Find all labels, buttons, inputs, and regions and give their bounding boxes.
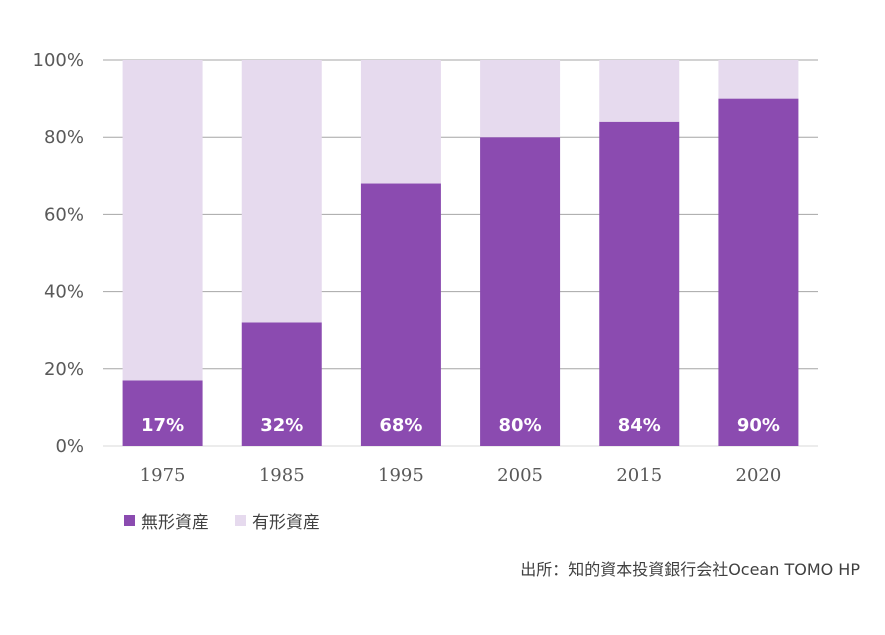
legend-item-intangible: 無形資産 (124, 508, 209, 533)
bar-intangible (122, 380, 203, 446)
legend-label: 有形資産 (252, 513, 320, 533)
x-tick-label: 2005 (497, 465, 543, 486)
x-tick-label: 2015 (616, 465, 662, 486)
y-tick-label: 100% (33, 50, 84, 71)
x-tick-label: 1995 (378, 465, 424, 486)
data-label: 84% (618, 415, 661, 436)
y-tick-label: 0% (55, 436, 84, 457)
bar-intangible (718, 98, 799, 446)
data-label: 17% (141, 415, 184, 436)
x-tick-label: 1975 (140, 465, 186, 486)
y-tick-label: 40% (44, 282, 84, 303)
bar-intangible (599, 121, 680, 446)
bar-tangible (122, 60, 203, 381)
data-label: 90% (737, 415, 780, 436)
bar-tangible (599, 60, 680, 122)
source-note: 出所：知的資本投資銀行会社Ocean TOMO HP (520, 560, 860, 579)
y-tick-label: 20% (44, 359, 84, 380)
bar-intangible (360, 183, 441, 446)
legend-swatch-intangible (124, 515, 135, 526)
legend: 無形資産 有形資産 (124, 508, 320, 533)
bar-tangible (480, 60, 561, 138)
y-tick-label: 80% (44, 127, 84, 148)
bar-tangible (718, 60, 799, 99)
bar-intangible (480, 137, 561, 446)
data-label: 68% (379, 415, 422, 436)
legend-label: 無形資産 (141, 513, 209, 533)
legend-swatch-tangible (235, 515, 246, 526)
x-tick-label: 1985 (259, 465, 305, 486)
y-tick-label: 60% (44, 204, 84, 225)
bar-tangible (241, 60, 322, 323)
data-label: 32% (260, 415, 303, 436)
bar-intangible (241, 322, 322, 446)
bar-tangible (360, 60, 441, 184)
legend-item-tangible: 有形資産 (235, 508, 320, 533)
data-label: 80% (499, 415, 542, 436)
x-tick-label: 2020 (736, 465, 782, 486)
